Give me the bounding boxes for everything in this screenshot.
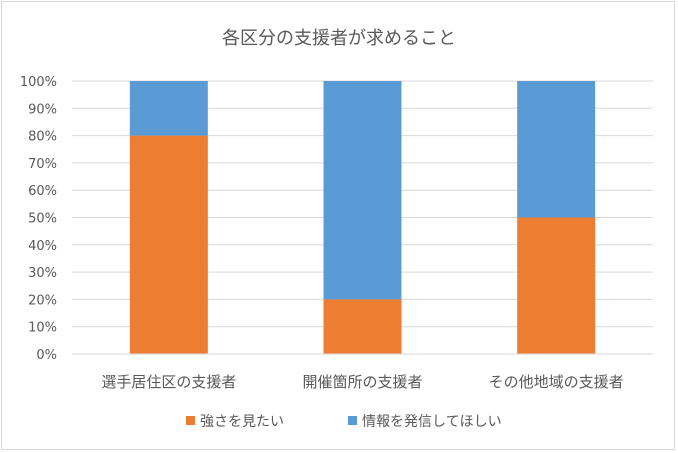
- y-tick-label: 0%: [36, 348, 57, 363]
- y-tick-label: 20%: [28, 293, 57, 308]
- y-tick-label: 50%: [28, 212, 57, 227]
- legend-swatch: [348, 416, 357, 425]
- bar-segment-2: [323, 81, 402, 300]
- bar-segment-2: [129, 81, 208, 136]
- y-tick-label: 100%: [20, 75, 57, 90]
- bars: [129, 81, 596, 354]
- x-category-label: 開催箇所の支援者: [302, 373, 422, 391]
- legend-swatch: [186, 416, 195, 425]
- bar-segment-1: [517, 217, 596, 354]
- y-tick-label: 90%: [28, 102, 57, 117]
- x-axis: 選手居住区の支援者 開催箇所の支援者 その他地域の支援者: [72, 353, 653, 391]
- legend-label: 強さを見たい: [200, 414, 284, 430]
- bar-segment-2: [517, 81, 596, 218]
- bar-segment-1: [323, 299, 402, 354]
- bar-segment-1: [129, 135, 208, 354]
- x-category-label: その他地域の支援者: [489, 373, 624, 391]
- y-tick-label: 10%: [28, 321, 57, 336]
- y-tick-label: 70%: [28, 157, 57, 172]
- y-tick-label: 80%: [28, 130, 57, 145]
- legend-label: 情報を発信してほしい: [362, 414, 502, 430]
- x-category-label: 選手居住区の支援者: [101, 373, 236, 391]
- chart-title: 各区分の支援者が求めること: [222, 28, 456, 49]
- y-tick-label: 60%: [28, 184, 57, 199]
- y-tick-label: 40%: [28, 239, 57, 254]
- y-axis: 0% 10% 20% 30% 40% 50% 60% 70% 80% 90% 100%: [20, 75, 57, 363]
- legend: 強さを見たい 情報を発信してほしい: [186, 414, 502, 430]
- y-tick-label: 30%: [28, 266, 57, 281]
